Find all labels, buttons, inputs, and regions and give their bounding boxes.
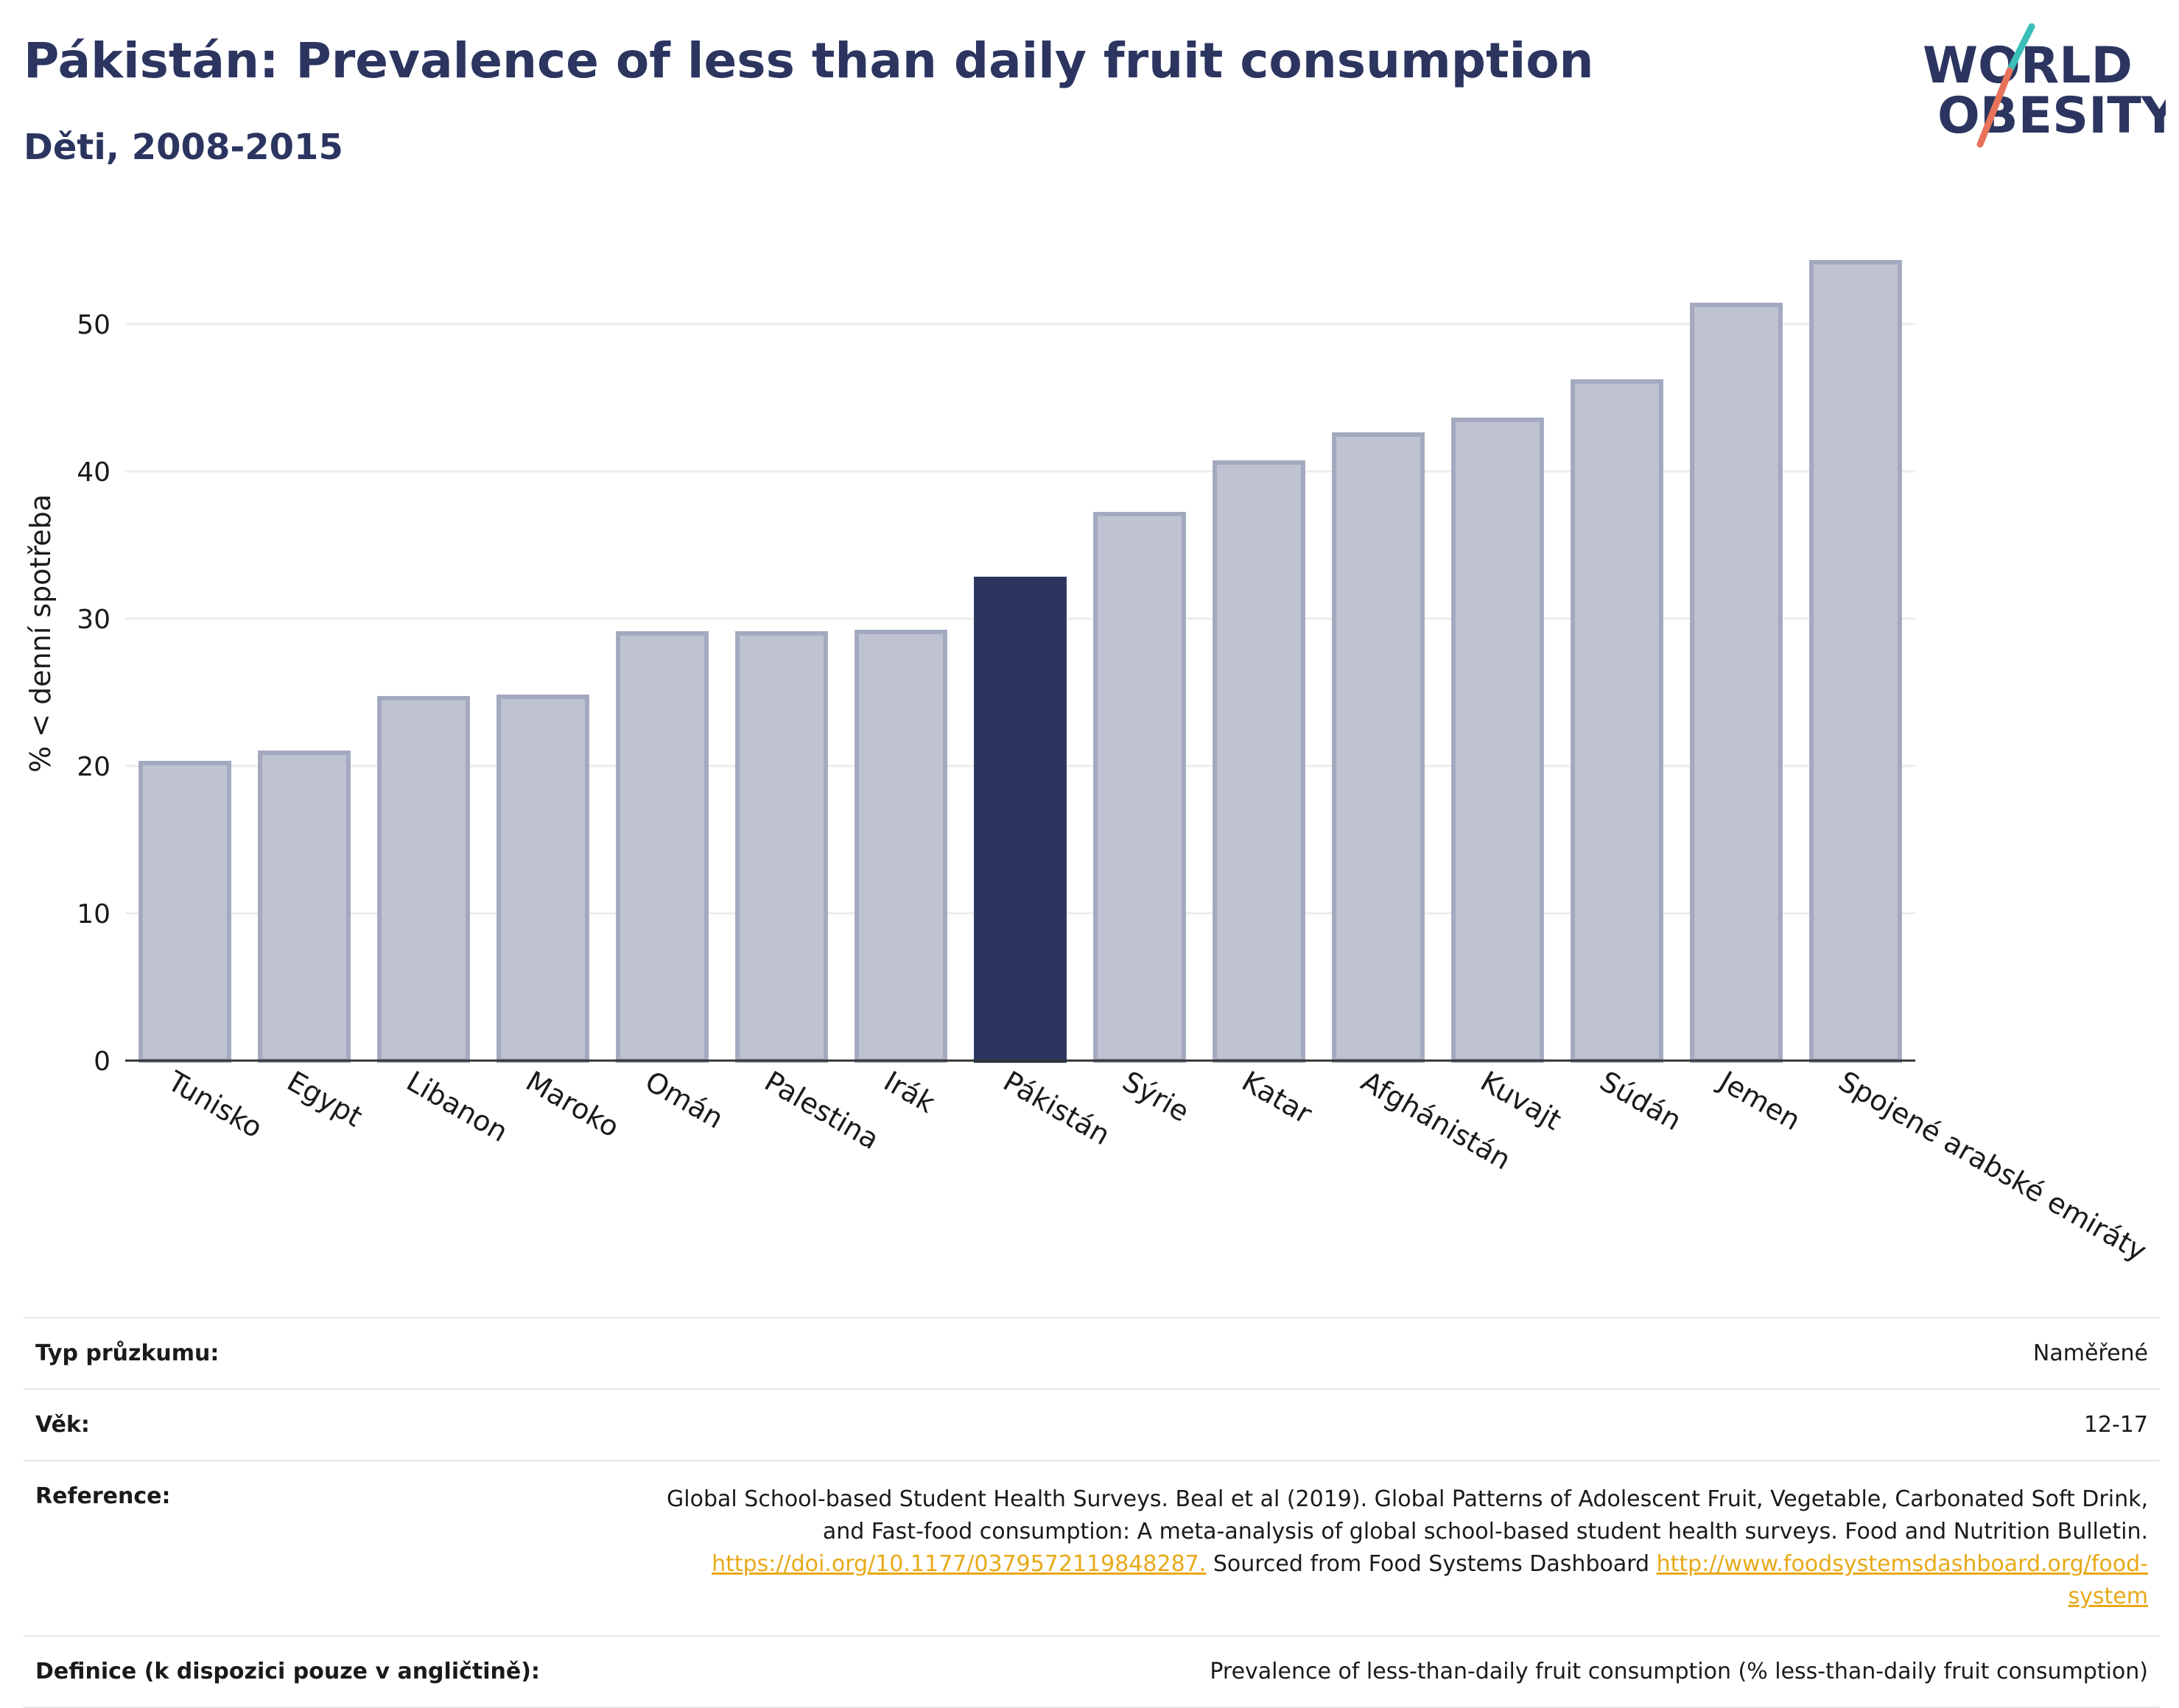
info-value-reference: Global School-based Student Health Surve… (572, 1461, 2160, 1636)
reference-line1: Global School-based Student Health Surve… (667, 1486, 2148, 1512)
info-label: Definice (k dispozici pouze v angličtině… (35, 1659, 540, 1684)
reference-line2: and Fast-food consumption: A meta-analys… (822, 1519, 2148, 1544)
info-value: 12-17 (2083, 1412, 2148, 1438)
bar-egypt[interactable] (258, 751, 351, 1063)
x-tick-label: Pákistán (998, 1065, 1116, 1152)
bar-sýrie[interactable] (1093, 512, 1186, 1063)
x-tick-label: Irák (879, 1065, 941, 1120)
y-tick-label: 20 (77, 752, 110, 782)
logo-line1: WORLD (1923, 37, 2133, 95)
bar-omán[interactable] (616, 631, 709, 1063)
x-tick-label: Katar (1237, 1065, 1318, 1131)
y-axis-label: % < denní spotřeba (24, 494, 57, 773)
bar-maroko[interactable] (496, 695, 589, 1063)
info-row-survey-type: Typ průzkumu: Naměřené (24, 1318, 2160, 1389)
logo-slash-teal (2006, 23, 2035, 74)
info-label: Věk: (35, 1412, 90, 1438)
bar-afghánistán[interactable] (1332, 432, 1425, 1063)
bar-irák[interactable] (855, 630, 947, 1063)
x-tick-label: Egypt (282, 1065, 368, 1134)
bar-pákistán[interactable] (974, 577, 1067, 1063)
x-tick-label: Súdán (1595, 1065, 1688, 1137)
x-tick-label: Libanon (401, 1065, 513, 1148)
info-value: Naměřené (2032, 1340, 2148, 1366)
info-label: Reference: (35, 1483, 171, 1509)
y-tick-label: 50 (77, 310, 110, 340)
x-tick-label: Kuvajt (1476, 1065, 1567, 1136)
page-subtitle: Děti, 2008-2015 (24, 127, 343, 168)
world-obesity-logo: WORLD OBESITY (1923, 23, 2166, 148)
bar-palestina[interactable] (735, 631, 828, 1063)
page-title: Pákistán: Prevalence of less than daily … (24, 32, 1594, 89)
x-tick-label: Sýrie (1117, 1065, 1195, 1128)
bar-kuvajt[interactable] (1451, 418, 1544, 1063)
y-tick-label: 0 (94, 1047, 110, 1077)
info-row-definition: Definice (k dispozici pouze v angličtině… (24, 1636, 2160, 1707)
info-label: Typ průzkumu: (35, 1340, 220, 1366)
dashboard-link[interactable]: http://www.foodsystemsdashboard.org/food… (1656, 1551, 2148, 1577)
bar-tunisko[interactable] (138, 761, 231, 1063)
bar-chart: 0 10 20 30 40 50 Tunisko Egypt Libanon Maroko Omán… (24, 260, 2152, 1268)
dashboard-link-continued[interactable]: system (2068, 1584, 2148, 1609)
logo-line2: OBESITY (1937, 87, 2166, 145)
y-tick-label: 10 (77, 899, 110, 929)
info-row-reference: Reference: Global School-based Student H… (24, 1461, 2160, 1636)
x-tick-label: Spojené arabské emiráty (1834, 1065, 2152, 1268)
bars (138, 260, 1902, 1063)
bar-katar[interactable] (1213, 460, 1305, 1063)
logo-slash-coral (1976, 67, 2013, 148)
bar-libanon[interactable] (377, 696, 470, 1063)
y-tick-label: 30 (77, 605, 110, 635)
info-row-age: Věk: 12-17 (24, 1389, 2160, 1461)
x-tick-label: Tunisko (162, 1064, 268, 1145)
info-table: Typ průzkumu: Naměřené Věk: 12-17 Refere… (24, 1317, 2160, 1708)
x-tick-label: Palestina (759, 1065, 885, 1156)
bar-jemen[interactable] (1690, 303, 1783, 1063)
x-tick-label: Jemen (1713, 1064, 1806, 1137)
x-tick-label: Omán (640, 1065, 729, 1135)
info-value: Prevalence of less-than-daily fruit cons… (1210, 1659, 2148, 1684)
x-tick-label: Maroko (521, 1065, 625, 1144)
reference-source-text: Sourced from Food Systems Dashboard (1206, 1551, 1657, 1577)
bar-spojené-arabské-emiráty[interactable] (1809, 260, 1902, 1063)
y-tick-label: 40 (77, 457, 110, 488)
doi-link[interactable]: https://doi.org/10.1177/0379572119848287… (712, 1551, 1207, 1577)
bar-súdán[interactable] (1571, 379, 1663, 1063)
